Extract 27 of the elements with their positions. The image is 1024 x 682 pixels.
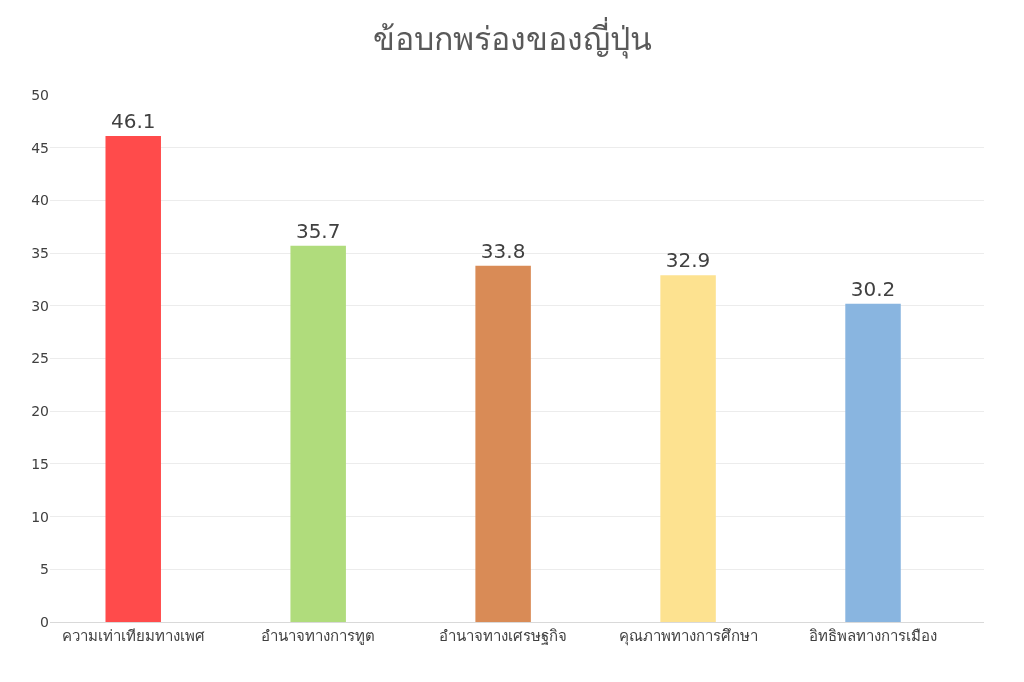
y-tick-label: 35: [31, 245, 49, 261]
data-label: 30.2: [850, 276, 896, 301]
x-tick-label: อิทธิพลทางการเมือง: [809, 627, 938, 645]
x-tick-label: อำนาจทางเศรษฐกิจ: [439, 627, 568, 645]
bar: [105, 136, 161, 622]
bar: [290, 245, 346, 622]
y-tick-label: 20: [31, 403, 49, 420]
y-tick-label: 10: [31, 508, 49, 525]
data-label: 46.1: [110, 109, 156, 134]
x-tick-label: คุณภาพทางการศึกษา: [618, 627, 758, 646]
bar: [475, 265, 531, 622]
x-tick-label: อำนาจทางการทูต: [261, 627, 376, 645]
y-tick-label: 50: [31, 86, 49, 103]
y-tick-label: 5: [40, 561, 49, 578]
y-tick-label: 15: [31, 455, 49, 472]
data-label: 35.7: [295, 218, 341, 243]
x-tick-label: ความเท่าเทียมทางเพศ: [61, 627, 205, 645]
chart-title: ข้อบกพร่องของญี่ปุ่น: [372, 16, 652, 59]
y-tick-label: 40: [31, 192, 49, 209]
y-tick-label: 25: [31, 350, 49, 367]
y-tick-label: 0: [40, 613, 49, 630]
bar: [660, 275, 716, 622]
data-label: 33.8: [480, 238, 526, 263]
y-tick-label: 45: [31, 139, 49, 156]
y-tick-label: 30: [31, 297, 49, 314]
data-label: 32.9: [665, 248, 711, 273]
bar: [845, 303, 901, 622]
